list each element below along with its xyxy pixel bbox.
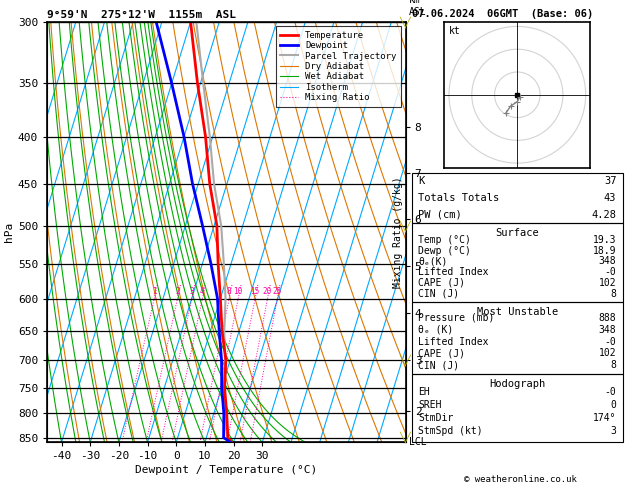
- Text: -0: -0: [604, 336, 616, 347]
- Text: 8: 8: [611, 360, 616, 370]
- Text: θₑ (K): θₑ (K): [418, 325, 454, 335]
- Text: 3: 3: [611, 426, 616, 436]
- Text: 102: 102: [599, 278, 616, 288]
- Text: 37: 37: [604, 176, 616, 186]
- Text: CAPE (J): CAPE (J): [418, 278, 465, 288]
- Text: EH: EH: [418, 386, 430, 397]
- Text: km
ASL: km ASL: [409, 0, 426, 17]
- Text: 102: 102: [599, 348, 616, 358]
- Text: 18.9: 18.9: [593, 245, 616, 256]
- Text: ╲╱: ╲╱: [400, 16, 411, 28]
- Text: 348: 348: [599, 257, 616, 266]
- Text: 10: 10: [233, 287, 243, 296]
- Text: CIN (J): CIN (J): [418, 289, 459, 299]
- Text: CAPE (J): CAPE (J): [418, 348, 465, 358]
- Text: CIN (J): CIN (J): [418, 360, 459, 370]
- Text: LCL: LCL: [409, 437, 427, 447]
- Text: kt: kt: [449, 26, 460, 36]
- Text: Pressure (mb): Pressure (mb): [418, 313, 494, 323]
- Text: Lifted Index: Lifted Index: [418, 336, 489, 347]
- Text: 1: 1: [152, 287, 157, 296]
- Text: 2: 2: [175, 287, 180, 296]
- Text: 0: 0: [611, 400, 616, 410]
- Text: SREH: SREH: [418, 400, 442, 410]
- Text: 348: 348: [599, 325, 616, 335]
- Text: Hodograph: Hodograph: [489, 379, 545, 389]
- Text: 07.06.2024  06GMT  (Base: 06): 07.06.2024 06GMT (Base: 06): [412, 9, 593, 19]
- Text: K: K: [418, 176, 425, 186]
- Text: StmDir: StmDir: [418, 413, 454, 423]
- Text: 8: 8: [611, 289, 616, 299]
- Text: 43: 43: [604, 193, 616, 203]
- Text: Temp (°C): Temp (°C): [418, 235, 471, 245]
- Text: Most Unstable: Most Unstable: [477, 307, 558, 317]
- Text: ╲╱: ╲╱: [400, 432, 411, 443]
- Text: -0: -0: [604, 267, 616, 277]
- Text: ╲╱: ╲╱: [400, 354, 411, 366]
- Text: -0: -0: [604, 386, 616, 397]
- Text: PW (cm): PW (cm): [418, 209, 462, 220]
- Text: 9°59'N  275°12'W  1155m  ASL: 9°59'N 275°12'W 1155m ASL: [47, 10, 236, 20]
- Y-axis label: hPa: hPa: [4, 222, 14, 242]
- Text: Dewp (°C): Dewp (°C): [418, 245, 471, 256]
- Text: 25: 25: [273, 287, 282, 296]
- Legend: Temperature, Dewpoint, Parcel Trajectory, Dry Adiabat, Wet Adiabat, Isotherm, Mi: Temperature, Dewpoint, Parcel Trajectory…: [276, 26, 401, 106]
- X-axis label: Dewpoint / Temperature (°C): Dewpoint / Temperature (°C): [135, 466, 318, 475]
- Text: Totals Totals: Totals Totals: [418, 193, 499, 203]
- Text: Mixing Ratio (g/kg): Mixing Ratio (g/kg): [392, 176, 403, 288]
- Text: 4: 4: [200, 287, 204, 296]
- Text: 15: 15: [250, 287, 260, 296]
- Text: StmSpd (kt): StmSpd (kt): [418, 426, 483, 436]
- Text: Lifted Index: Lifted Index: [418, 267, 489, 277]
- Text: 20: 20: [263, 287, 272, 296]
- Text: ╲╱: ╲╱: [400, 220, 411, 232]
- Text: 4.28: 4.28: [591, 209, 616, 220]
- Text: θₑ(K): θₑ(K): [418, 257, 448, 266]
- Text: Surface: Surface: [496, 228, 539, 239]
- Text: 8: 8: [227, 287, 231, 296]
- Text: © weatheronline.co.uk: © weatheronline.co.uk: [464, 474, 577, 484]
- Text: 3: 3: [189, 287, 194, 296]
- Text: 19.3: 19.3: [593, 235, 616, 245]
- Text: 888: 888: [599, 313, 616, 323]
- Text: 174°: 174°: [593, 413, 616, 423]
